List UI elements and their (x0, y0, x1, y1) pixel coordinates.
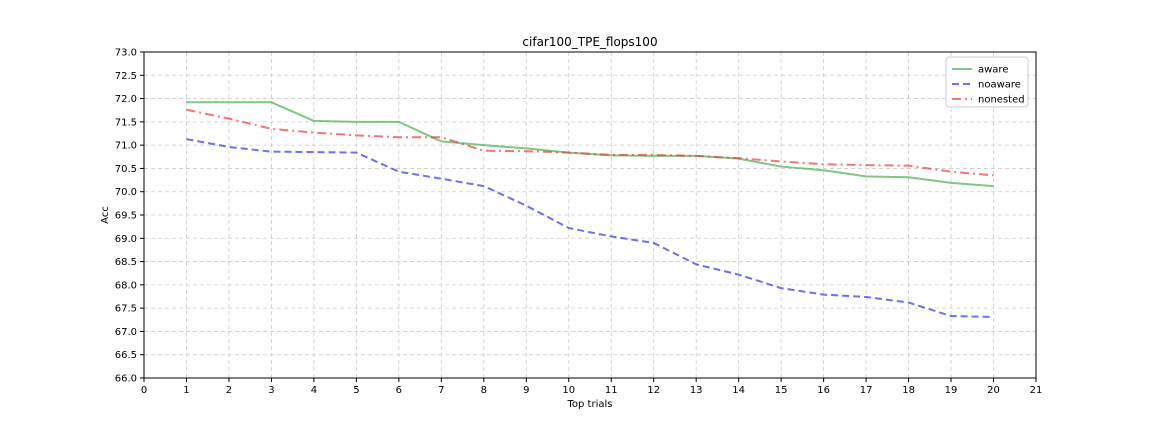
x-tick-label: 19 (945, 385, 958, 396)
x-tick-label: 6 (396, 385, 402, 396)
y-tick-label: 68.0 (115, 280, 137, 291)
x-tick-label: 18 (902, 385, 915, 396)
x-axis-ticks: 0 1 2 3 4 5 6 7 8 9 10 11 12 13 14 15 16 17 18 19 20 21 (141, 378, 1043, 396)
series-line-nonested (186, 108, 994, 177)
x-tick-label: 1 (183, 385, 189, 396)
series-line-noaware (186, 138, 994, 318)
legend-label-noaware: noaware (978, 80, 1021, 91)
y-tick-label: 66.0 (115, 374, 137, 385)
y-tick-label: 69.5 (115, 211, 137, 222)
y-tick-label: 67.0 (115, 327, 137, 338)
y-tick-label: 70.5 (115, 164, 137, 175)
x-tick-label: 20 (987, 385, 1000, 396)
legend-label-aware: aware (978, 65, 1008, 76)
x-tick-label: 4 (311, 385, 317, 396)
legend-label-nonested: nonested (978, 95, 1025, 106)
x-tick-label: 15 (775, 385, 788, 396)
y-tick-label: 70.0 (115, 187, 137, 198)
y-tick-label: 71.5 (115, 117, 137, 128)
x-tick-label: 9 (523, 385, 529, 396)
y-tick-label: 72.0 (115, 94, 137, 105)
x-tick-label: 16 (817, 385, 830, 396)
legend: aware noaware nonested (945, 56, 1029, 108)
series-line-aware (186, 101, 994, 188)
x-tick-label: 14 (732, 385, 745, 396)
y-tick-label: 71.0 (115, 141, 137, 152)
y-tick-label: 73.0 (115, 48, 137, 59)
chart-title: cifar100_TPE_flops100 (522, 35, 657, 49)
x-tick-label: 21 (1030, 385, 1043, 396)
y-tick-label: 68.5 (115, 257, 137, 268)
y-tick-label: 72.5 (115, 71, 137, 82)
x-axis-label: Top trials (567, 399, 613, 410)
x-tick-label: 0 (141, 385, 147, 396)
x-tick-label: 13 (690, 385, 703, 396)
x-tick-label: 5 (353, 385, 359, 396)
y-tick-label: 69.0 (115, 234, 137, 245)
x-tick-label: 3 (268, 385, 274, 396)
series-lines (186, 101, 994, 318)
y-tick-label: 66.5 (115, 350, 137, 361)
x-tick-label: 17 (860, 385, 873, 396)
x-tick-label: 8 (481, 385, 487, 396)
x-tick-label: 7 (438, 385, 444, 396)
y-axis-ticks: 66.0 66.5 67.0 67.5 68.0 68.5 69.0 69.5 70.0 70.5… (115, 48, 144, 385)
y-axis-label: Acc (100, 206, 111, 224)
x-tick-label: 2 (226, 385, 232, 396)
x-tick-label: 11 (605, 385, 618, 396)
y-tick-label: 67.5 (115, 304, 137, 315)
grid (143, 51, 1037, 379)
x-tick-label: 12 (647, 385, 660, 396)
x-tick-label: 10 (562, 385, 575, 396)
